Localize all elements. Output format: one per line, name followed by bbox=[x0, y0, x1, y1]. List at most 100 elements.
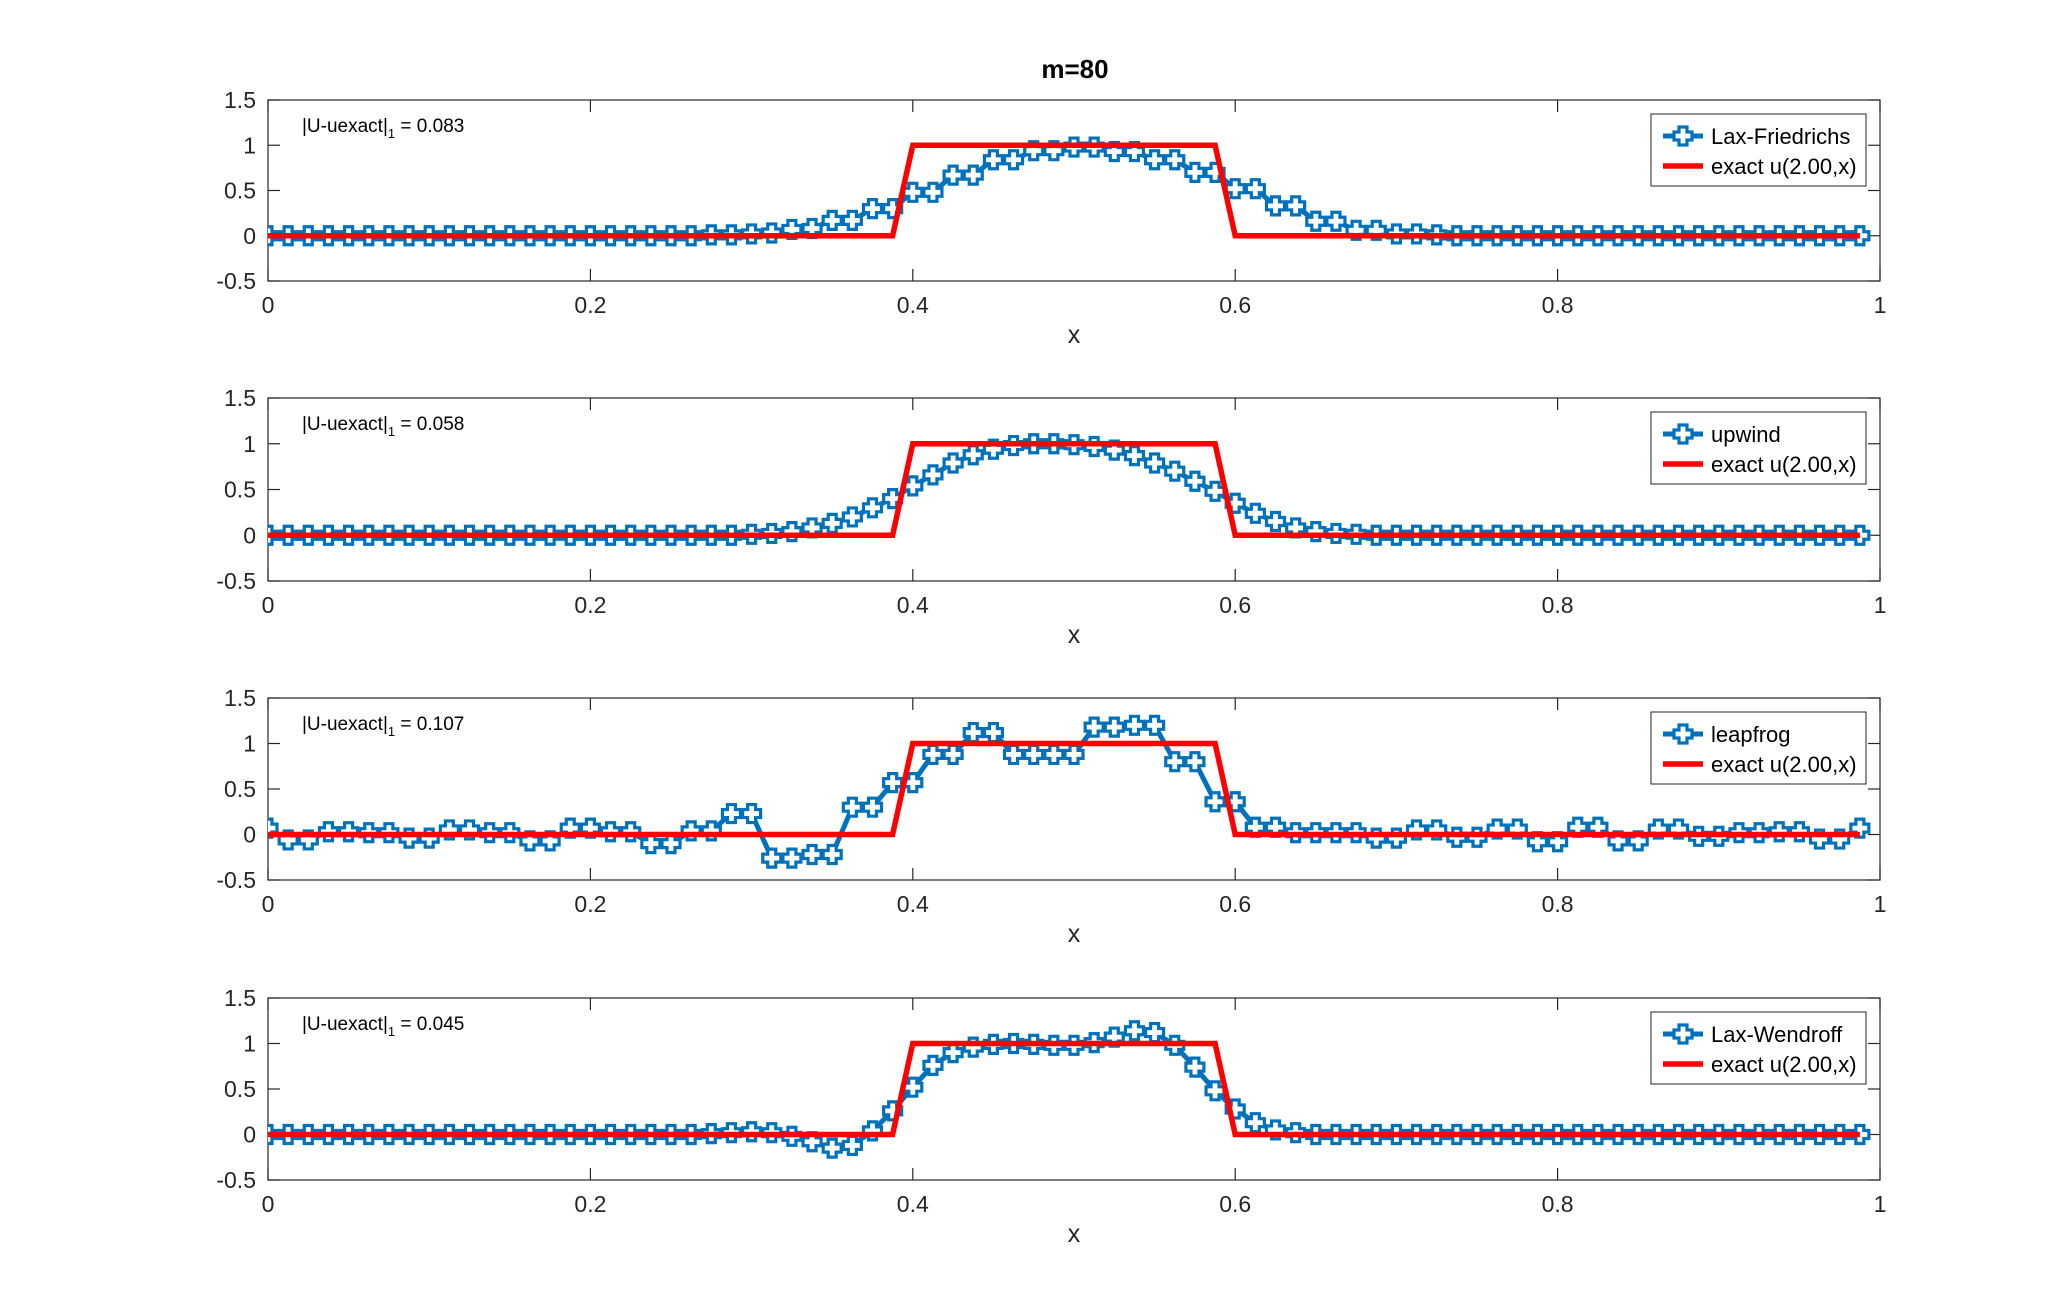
data-point bbox=[922, 464, 944, 486]
data-point bbox=[1365, 219, 1387, 241]
data-point bbox=[942, 164, 964, 186]
data-point bbox=[1184, 1056, 1206, 1078]
y-tick-label: -0.5 bbox=[216, 268, 256, 294]
data-point bbox=[801, 843, 823, 866]
data-point bbox=[1506, 818, 1528, 840]
data-point bbox=[861, 1120, 884, 1142]
data-point bbox=[1123, 1020, 1146, 1042]
data-point bbox=[660, 833, 682, 855]
error-annotation: |U-uexact|1 = 0.058 bbox=[302, 414, 464, 439]
x-axis-label: x bbox=[1068, 1220, 1081, 1248]
series-line-exact bbox=[268, 1040, 1860, 1138]
series-exact bbox=[268, 142, 1860, 239]
data-point bbox=[861, 497, 884, 519]
subplot-2: -0.500.511.50 0.2 0.4 0.6 0.8 1x|U-uexact|1 =… bbox=[216, 385, 1886, 649]
data-point bbox=[1144, 714, 1166, 736]
plot-area bbox=[267, 99, 1881, 282]
y-tick-label: 1 bbox=[243, 731, 256, 757]
y-tick-label: 0 bbox=[243, 1122, 256, 1148]
data-point bbox=[1647, 818, 1669, 840]
x-tick-label: 0.4 bbox=[897, 891, 929, 917]
y-tick-label: 1 bbox=[243, 1031, 256, 1057]
data-point bbox=[962, 164, 984, 186]
data-point bbox=[1083, 716, 1105, 738]
data-point bbox=[1345, 219, 1367, 241]
data-point bbox=[1184, 470, 1206, 492]
x-tick-label: 0.4 bbox=[897, 292, 929, 318]
data-point bbox=[720, 802, 743, 825]
y-tick-label: 1.5 bbox=[224, 985, 256, 1011]
data-point bbox=[801, 1131, 823, 1153]
x-tick-label: 1 bbox=[1874, 891, 1887, 917]
data-point bbox=[1264, 1119, 1287, 1141]
legend: upwind exact u(2.00,x) bbox=[1650, 411, 1867, 485]
y-tick-label: -0.5 bbox=[216, 867, 256, 893]
x-tick-label: 0.2 bbox=[574, 592, 606, 618]
legend-label-exact: exact u(2.00,x) bbox=[1711, 1052, 1857, 1077]
data-point bbox=[922, 743, 944, 766]
data-point bbox=[1426, 819, 1448, 841]
data-point bbox=[1244, 1112, 1266, 1134]
series-exact bbox=[268, 441, 1860, 539]
data-point bbox=[841, 796, 863, 818]
data-point bbox=[1547, 831, 1569, 853]
legend: Lax-Wendroff exact u(2.00,x) bbox=[1650, 1011, 1867, 1085]
x-tick-label: 1 bbox=[1874, 592, 1887, 618]
legend-marker-numerical bbox=[1672, 125, 1694, 147]
data-point bbox=[458, 819, 481, 841]
x-tick-label: 0.4 bbox=[897, 592, 929, 618]
x-tick-label: 1 bbox=[1874, 1191, 1887, 1217]
x-tick-label: 0.2 bbox=[574, 1191, 606, 1217]
series-line-exact bbox=[268, 740, 1860, 838]
legend-label-numerical: Lax-Friedrichs bbox=[1711, 124, 1850, 149]
x-axis-label: x bbox=[1068, 321, 1081, 349]
plot-area bbox=[267, 697, 1881, 881]
series-line-exact bbox=[268, 441, 1860, 539]
data-point bbox=[1264, 195, 1287, 217]
subplot-3: -0.500.511.50 0.2 0.4 0.6 0.8 1x|U-uexact|1 =… bbox=[216, 685, 1886, 948]
y-tick-label: 1 bbox=[243, 132, 256, 158]
error-annotation: |U-uexact|1 = 0.083 bbox=[302, 116, 464, 141]
data-point bbox=[1285, 195, 1307, 217]
data-point bbox=[761, 222, 783, 244]
data-point bbox=[841, 506, 863, 528]
y-tick-label: 0 bbox=[243, 822, 256, 848]
y-tick-label: 1.5 bbox=[224, 685, 256, 711]
data-point bbox=[942, 1042, 964, 1064]
x-tick-label: 0.8 bbox=[1542, 1191, 1574, 1217]
data-point bbox=[781, 520, 803, 543]
y-tick-label: 1.5 bbox=[224, 385, 256, 411]
x-tick-label: 0.4 bbox=[897, 1191, 929, 1217]
data-point bbox=[861, 796, 884, 818]
data-point bbox=[922, 181, 944, 203]
x-axis-label: x bbox=[1068, 920, 1081, 948]
data-point bbox=[1164, 460, 1186, 482]
data-point bbox=[1164, 751, 1186, 773]
data-point bbox=[982, 149, 1004, 171]
x-tick-label: 0.8 bbox=[1542, 592, 1574, 618]
data-point bbox=[882, 772, 904, 794]
data-point bbox=[821, 209, 843, 231]
series-exact bbox=[268, 740, 1860, 838]
x-tick-label: 0 bbox=[262, 1191, 275, 1217]
y-tick-label: 1 bbox=[243, 431, 256, 457]
data-point bbox=[1204, 1080, 1226, 1102]
y-tick-label: 0.5 bbox=[224, 477, 256, 503]
data-point bbox=[680, 820, 702, 842]
data-point bbox=[1184, 751, 1206, 773]
data-point bbox=[1244, 178, 1266, 200]
series-exact bbox=[268, 1040, 1860, 1138]
data-point bbox=[1144, 149, 1166, 171]
error-annotation: |U-uexact|1 = 0.107 bbox=[302, 714, 464, 739]
data-point bbox=[1667, 818, 1690, 840]
y-tick-label: 0.5 bbox=[224, 776, 256, 802]
y-tick-label: 0 bbox=[243, 223, 256, 249]
data-point bbox=[841, 1134, 863, 1157]
y-tick-label: -0.5 bbox=[216, 1167, 256, 1193]
data-point bbox=[821, 512, 843, 534]
data-point bbox=[1405, 819, 1428, 841]
data-point bbox=[1244, 502, 1266, 524]
x-tick-label: 0.6 bbox=[1219, 891, 1251, 917]
data-point bbox=[1305, 520, 1327, 543]
